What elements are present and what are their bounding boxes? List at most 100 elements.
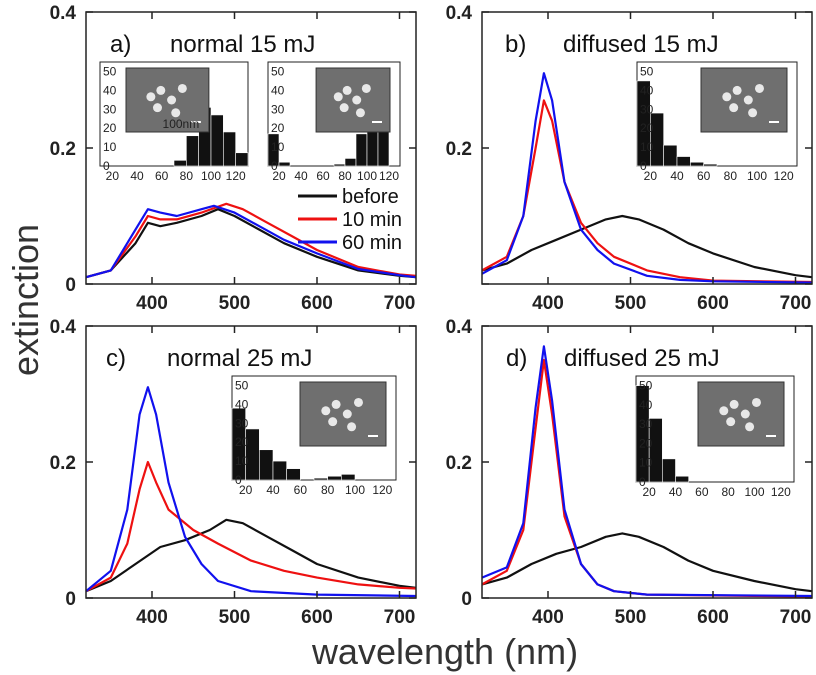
inset-y-tick-label: 50 <box>640 64 654 78</box>
inset-y-tick-label: 40 <box>639 398 653 412</box>
histogram-bar <box>267 133 280 167</box>
inset-y-tick-label: 0 <box>639 475 646 489</box>
panel-title: diffused 15 mJ <box>563 31 719 58</box>
series-line-before <box>85 518 417 593</box>
y-tick-label: 0 <box>65 275 76 296</box>
nanoparticle <box>342 409 352 419</box>
panel-letter: a) <box>110 31 131 58</box>
x-tick-label: 700 <box>384 293 416 314</box>
inset-x-tick-label: 120 <box>379 169 399 183</box>
nanoparticle <box>152 103 162 113</box>
x-tick-label: 500 <box>219 293 251 314</box>
panel-title: normal 15 mJ <box>170 31 315 58</box>
inset-y-tick-label: 40 <box>271 83 285 97</box>
histogram-bar <box>675 475 689 483</box>
nanoparticle <box>361 83 371 93</box>
inset-y-tick-label: 20 <box>639 436 653 450</box>
x-tick-label: 500 <box>219 607 251 628</box>
histogram-bar <box>186 135 199 167</box>
x-tick-label: 600 <box>697 293 729 314</box>
sem-micrograph-image <box>697 381 785 447</box>
panel-title: normal 25 mJ <box>167 345 312 372</box>
x-axis-title: wavelength (nm) <box>311 631 578 672</box>
inset-x-tick-label: 40 <box>130 169 144 183</box>
inset-y-tick-label: 30 <box>103 102 117 116</box>
x-tick-label: 400 <box>136 607 168 628</box>
y-tick-label: 0.4 <box>50 317 77 338</box>
x-tick-label: 700 <box>780 293 812 314</box>
x-tick-label: 600 <box>301 293 333 314</box>
series-line-60-min <box>85 204 417 279</box>
series-line-before <box>85 208 417 279</box>
nanoparticle <box>726 417 736 427</box>
histogram-bar <box>663 144 678 167</box>
inset-y-tick-label: 50 <box>235 378 249 392</box>
x-tick-label: 700 <box>780 607 812 628</box>
nanoparticle <box>729 399 739 409</box>
inset-x-tick-label: 40 <box>670 169 684 183</box>
nanoparticle <box>167 95 177 105</box>
histogram-bar <box>703 163 718 167</box>
histogram-bar <box>286 468 301 481</box>
histogram-bar <box>650 112 664 167</box>
inset-y-tick-label: 30 <box>235 416 249 430</box>
y-axis-title: extinction <box>5 224 46 376</box>
histogram-bar <box>344 158 357 167</box>
nanoparticle <box>751 397 761 407</box>
scale-bar-label: 100nm <box>163 117 200 131</box>
histogram-bar <box>223 131 236 167</box>
x-tick-label: 400 <box>532 607 564 628</box>
inset-x-tick-label: 60 <box>316 169 330 183</box>
x-tick-label: 600 <box>301 607 333 628</box>
histogram-bar <box>259 449 274 481</box>
x-tick-label: 600 <box>697 607 729 628</box>
inset-y-tick-label: 30 <box>271 102 285 116</box>
sem-micrograph-image <box>315 67 391 133</box>
sem-micrograph-image <box>700 67 788 133</box>
nanoparticle <box>719 406 729 416</box>
inset-x-tick-label: 80 <box>338 169 352 183</box>
y-tick-label: 0.2 <box>446 453 472 474</box>
inset-x-tick-label: 100 <box>357 169 377 183</box>
inset-x-tick-label: 20 <box>272 169 286 183</box>
inset-y-tick-label: 0 <box>235 473 242 487</box>
inset-x-tick-label: 20 <box>642 485 656 499</box>
histogram-bar <box>272 460 287 481</box>
histogram-bar <box>313 477 328 481</box>
inset-y-tick-label: 40 <box>640 83 654 97</box>
inset-x-tick-label: 120 <box>774 169 794 183</box>
histogram-bar <box>690 161 704 167</box>
inset-histogram: 20 40 60 80 100 120 0 10 20 30 40 50 100nm <box>99 61 249 183</box>
inset-x-tick-label: 100 <box>744 485 764 499</box>
series-line-before <box>481 214 813 279</box>
inset-y-tick-label: 40 <box>235 397 249 411</box>
histogram-bar <box>333 163 346 167</box>
histogram-bar <box>341 474 356 481</box>
nanoparticle <box>156 85 166 95</box>
inset-y-tick-label: 10 <box>103 140 117 154</box>
inset-y-tick-label: 50 <box>103 64 117 78</box>
inset-y-tick-label: 20 <box>640 121 654 135</box>
nanoparticle <box>353 397 363 407</box>
sem-micrograph-image <box>299 381 387 447</box>
inset-x-tick-label: 80 <box>321 483 335 497</box>
nanoparticle <box>743 95 753 105</box>
inset-y-tick-label: 20 <box>271 121 285 135</box>
legend: before 10 min 60 min <box>298 186 402 254</box>
inset-y-tick-label: 0 <box>103 159 110 173</box>
series-line-60-min <box>85 386 417 598</box>
inset-x-tick-label: 120 <box>372 483 392 497</box>
series-line-10-min <box>85 202 417 279</box>
inset-x-tick-label: 60 <box>294 483 308 497</box>
inset-x-tick-label: 120 <box>226 169 246 183</box>
nanoparticle <box>732 85 742 95</box>
inset-y-tick-label: 20 <box>235 435 249 449</box>
inset-x-tick-label: 100 <box>201 169 221 183</box>
y-tick-label: 0.2 <box>446 139 472 160</box>
